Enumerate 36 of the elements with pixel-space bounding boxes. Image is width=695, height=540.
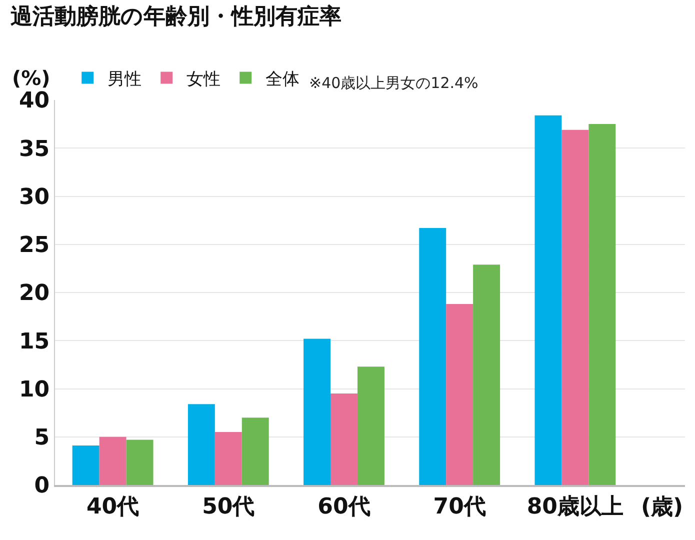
bar [446, 304, 474, 485]
y-tick-label: 20 [18, 281, 50, 306]
y-tick-label: 0 [34, 474, 50, 499]
legend-label: 女性 [186, 69, 221, 90]
chart-title: 過活動膀胱の年齢別・性別有症率 [10, 4, 342, 30]
bar [242, 418, 269, 485]
x-tick-label: 60代 [318, 494, 370, 520]
bar [534, 115, 562, 485]
bar [188, 404, 215, 485]
y-tick-label: 30 [18, 184, 50, 210]
y-tick-label: 25 [18, 233, 50, 258]
x-tick-label: 80歳以上 [526, 494, 624, 520]
y-tick-label: 10 [18, 377, 50, 402]
bar [357, 366, 384, 485]
bar [419, 228, 446, 485]
bar [473, 264, 500, 485]
text: ※40歳以上男女の12.4% [309, 74, 478, 92]
x-axis-title: (歳) [641, 495, 684, 520]
bar [562, 130, 589, 485]
y-tick-label: 15 [18, 329, 50, 354]
y-tick-label: 35 [18, 136, 50, 162]
y-tick-label: 5 [34, 426, 50, 451]
bar [304, 338, 330, 485]
y-axis-title: (%) [12, 66, 50, 90]
bar [588, 124, 616, 485]
legend-label: 男性 [108, 69, 142, 90]
legend-label: 全体 [266, 69, 300, 90]
x-tick-label: 50代 [202, 494, 255, 520]
bar [99, 436, 126, 485]
x-tick-label: 70代 [433, 494, 486, 520]
bar [330, 394, 358, 485]
x-tick-label: 40代 [86, 494, 140, 520]
y-tick-label: 40 [18, 88, 50, 114]
bar [126, 440, 154, 485]
bar [214, 432, 242, 485]
bar [72, 446, 100, 485]
